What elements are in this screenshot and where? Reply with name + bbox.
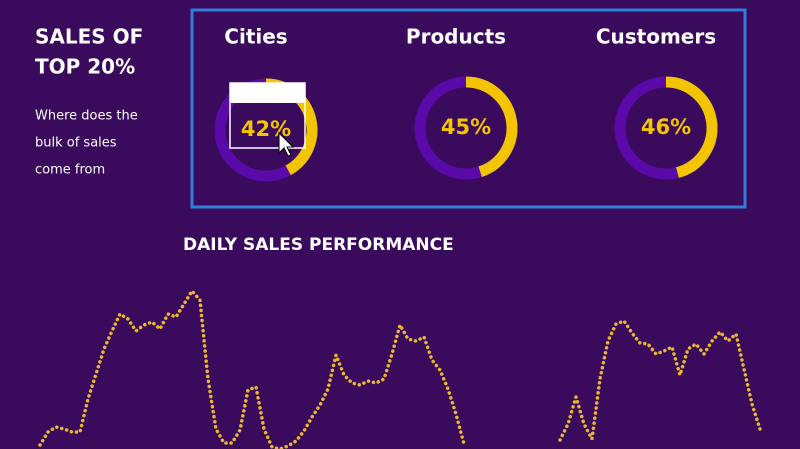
donut-arc <box>665 76 718 178</box>
sidebar-title: SALES OF <box>35 25 143 49</box>
donut-value-label: 46% <box>641 115 691 139</box>
selection-box[interactable] <box>190 8 747 209</box>
tooltip-header <box>230 83 305 103</box>
donut-title: Customers <box>596 25 716 49</box>
line-chart <box>38 288 762 449</box>
donut-title: Products <box>406 25 506 49</box>
donut-arc <box>465 76 518 177</box>
sidebar-title: TOP 20% <box>35 55 135 79</box>
sales-line <box>38 288 762 449</box>
sidebar-description: bulk of sales <box>35 136 117 151</box>
cursor <box>278 131 295 157</box>
sidebar-description: Where does the <box>35 109 138 124</box>
donut-value-label: 45% <box>441 115 491 139</box>
donut-title: Cities <box>224 25 287 49</box>
line-chart-title: DAILY SALES PERFORMANCE <box>183 235 454 255</box>
sidebar-description: come from <box>35 163 105 178</box>
